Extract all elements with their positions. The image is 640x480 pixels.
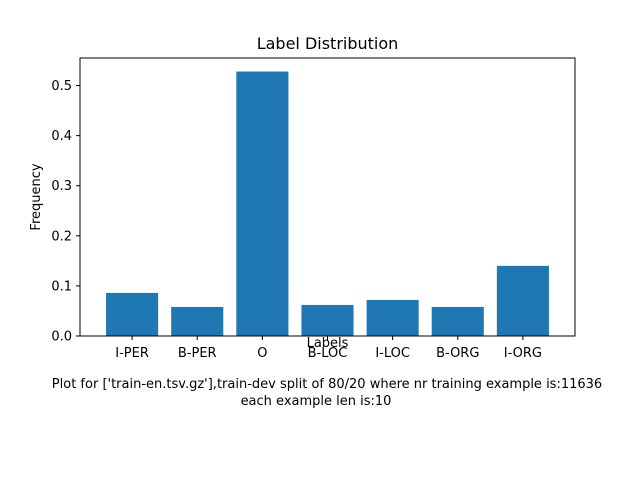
- x-tick-label: B-PER: [178, 346, 217, 361]
- x-tick-label: I-LOC: [375, 346, 410, 361]
- bar-o: [236, 71, 289, 336]
- bar-i-per: [106, 292, 159, 336]
- y-tick-label: 0.4: [51, 129, 72, 144]
- bar-i-org: [496, 265, 549, 336]
- x-tick-label: I-ORG: [504, 346, 542, 361]
- bars-group: [106, 71, 549, 336]
- bar-b-loc: [301, 304, 354, 336]
- y-tick-label: 0.5: [51, 79, 72, 94]
- chart-title: Label Distribution: [257, 34, 399, 53]
- y-axis-label: Frequency: [29, 163, 44, 230]
- caption-line-2: each example len is:10: [241, 394, 392, 409]
- caption-line-1: Plot for ['train-en.tsv.gz'],train-dev s…: [52, 377, 602, 392]
- y-tick-label: 0.3: [51, 179, 72, 194]
- x-tick-label: I-PER: [115, 346, 149, 361]
- x-axis-ticks: I-PER B-PER O B-LOC I-LOC B-ORG I-ORG: [115, 336, 542, 361]
- bar-b-per: [171, 306, 224, 336]
- y-tick-label: 0.1: [51, 279, 72, 294]
- x-tick-label: B-ORG: [436, 346, 479, 361]
- x-tick-label: O: [257, 346, 267, 361]
- bar-i-loc: [366, 299, 419, 336]
- y-axis-ticks: 0.0 0.1 0.2 0.3 0.4 0.5: [51, 79, 80, 345]
- x-axis-label: Labels: [307, 336, 349, 351]
- y-tick-label: 0.0: [51, 330, 72, 345]
- y-tick-label: 0.2: [51, 229, 72, 244]
- bar-b-org: [431, 306, 484, 336]
- x-tick-label: B-LOC: [308, 346, 348, 361]
